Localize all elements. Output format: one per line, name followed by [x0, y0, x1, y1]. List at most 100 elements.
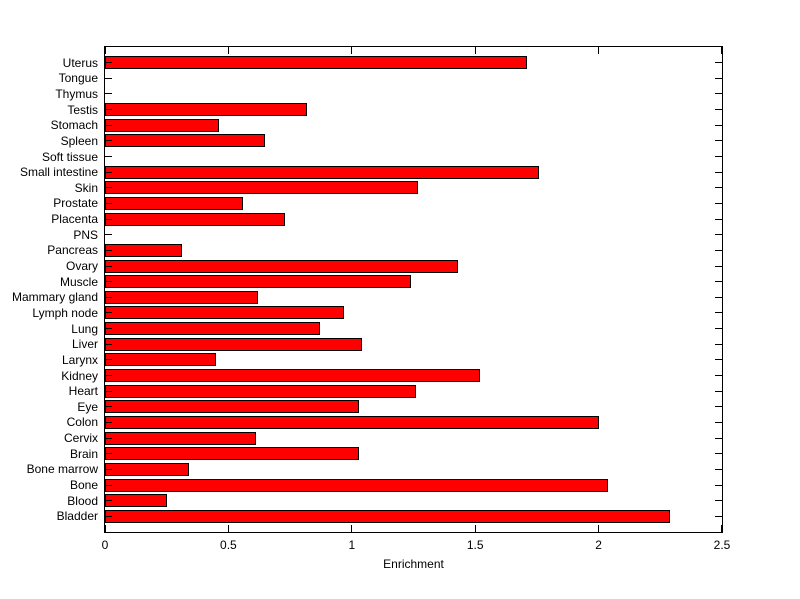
y-tick-mark	[105, 281, 112, 283]
y-tick-mark	[715, 515, 722, 517]
y-tick-mark	[105, 187, 112, 189]
x-tick-mark	[721, 47, 722, 54]
bar-lymph-node	[105, 306, 344, 320]
y-tick-mark	[715, 453, 722, 455]
y-tick-mark	[715, 500, 722, 502]
y-tick-mark	[715, 140, 722, 142]
bar-bone-marrow	[105, 462, 189, 476]
y-tick-mark	[105, 468, 112, 470]
y-tick-mark	[105, 390, 112, 392]
y-tick-mark	[715, 77, 722, 79]
bar-lung	[105, 322, 320, 336]
y-tick-mark	[715, 390, 722, 392]
y-tick-label-small-intestine: Small intestine	[19, 165, 98, 180]
bar-prostate	[105, 196, 243, 210]
y-tick-label-pancreas: Pancreas	[47, 243, 98, 258]
x-tick-mark	[598, 525, 600, 532]
y-tick-mark	[105, 515, 112, 517]
bar-blood	[105, 494, 167, 508]
y-tick-label-soft-tissue: Soft tissue	[41, 149, 98, 164]
bar-small-intestine	[105, 165, 539, 179]
y-tick-mark	[105, 375, 112, 377]
y-tick-label-larynx: Larynx	[61, 352, 98, 367]
bar-kidney	[105, 369, 480, 383]
bar-muscle	[105, 275, 411, 289]
x-tick-label-0: 0	[101, 538, 109, 552]
y-tick-mark	[105, 109, 112, 111]
y-tick-label-lung: Lung	[71, 321, 98, 336]
y-tick-mark	[715, 296, 722, 298]
y-tick-mark	[715, 249, 722, 251]
y-tick-mark	[715, 156, 722, 158]
bar-stomach	[105, 118, 219, 132]
y-tick-mark	[105, 343, 112, 345]
x-tick-label-2: 2	[595, 538, 602, 552]
plot-area	[104, 46, 723, 533]
bar-mammary-gland	[105, 290, 258, 304]
y-tick-label-muscle: Muscle	[59, 274, 98, 289]
bar-spleen	[105, 134, 265, 148]
y-tick-mark	[105, 234, 112, 236]
bar-liver	[105, 337, 362, 351]
x-tick-label-0-5: 0.5	[220, 538, 237, 552]
y-tick-mark	[105, 62, 112, 64]
bar-heart	[105, 384, 416, 398]
y-tick-label-blood: Blood	[67, 493, 98, 508]
y-tick-mark	[715, 343, 722, 345]
y-tick-mark	[715, 218, 722, 220]
y-tick-label-bladder: Bladder	[56, 509, 98, 524]
x-tick-mark	[227, 47, 229, 54]
y-tick-mark	[715, 468, 722, 470]
y-tick-mark	[105, 202, 112, 204]
x-tick-mark	[105, 525, 106, 532]
y-tick-mark	[105, 265, 112, 267]
y-tick-mark	[715, 124, 722, 126]
y-tick-mark	[105, 328, 112, 330]
y-tick-label-testis: Testis	[67, 102, 98, 117]
y-tick-label-ovary: Ovary	[65, 259, 98, 274]
y-tick-label-bone-marrow: Bone marrow	[26, 462, 98, 477]
bar-testis	[105, 103, 307, 117]
y-tick-mark	[715, 234, 722, 236]
bar-larynx	[105, 353, 216, 367]
y-tick-mark	[715, 265, 722, 267]
bar-cervix	[105, 431, 256, 445]
x-tick-label-1-5: 1.5	[466, 538, 484, 552]
y-tick-label-uterus: Uterus	[62, 55, 98, 70]
y-tick-label-lymph-node: Lymph node	[32, 305, 98, 320]
y-tick-label-spleen: Spleen	[60, 133, 98, 148]
y-tick-label-thymus: Thymus	[55, 86, 98, 101]
y-tick-mark	[715, 281, 722, 283]
bar-ovary	[105, 259, 458, 273]
x-tick-mark	[474, 47, 476, 54]
bar-uterus	[105, 56, 527, 70]
x-axis-title: Enrichment	[383, 557, 444, 571]
bar-pancreas	[105, 243, 182, 257]
y-tick-mark	[105, 140, 112, 142]
y-tick-mark	[105, 484, 112, 486]
x-tick-mark	[721, 525, 722, 532]
y-tick-mark	[105, 437, 112, 439]
y-tick-mark	[105, 156, 112, 158]
y-tick-mark	[105, 249, 112, 251]
bar-skin	[105, 181, 418, 195]
y-tick-mark	[105, 296, 112, 298]
y-tick-mark	[715, 375, 722, 377]
y-tick-mark	[105, 406, 112, 408]
x-tick-mark	[227, 525, 229, 532]
y-tick-mark	[105, 218, 112, 220]
y-tick-mark	[105, 77, 112, 79]
y-tick-mark	[105, 124, 112, 126]
y-tick-mark	[105, 359, 112, 361]
y-tick-label-brain: Brain	[69, 446, 98, 461]
y-tick-mark	[715, 484, 722, 486]
y-tick-label-cervix: Cervix	[63, 431, 98, 446]
bar-eye	[105, 400, 359, 414]
x-tick-label-1: 1	[348, 538, 356, 552]
x-tick-mark	[105, 47, 106, 54]
y-tick-mark	[715, 202, 722, 204]
y-tick-mark	[715, 93, 722, 95]
y-tick-mark	[715, 437, 722, 439]
y-tick-mark	[715, 171, 722, 173]
